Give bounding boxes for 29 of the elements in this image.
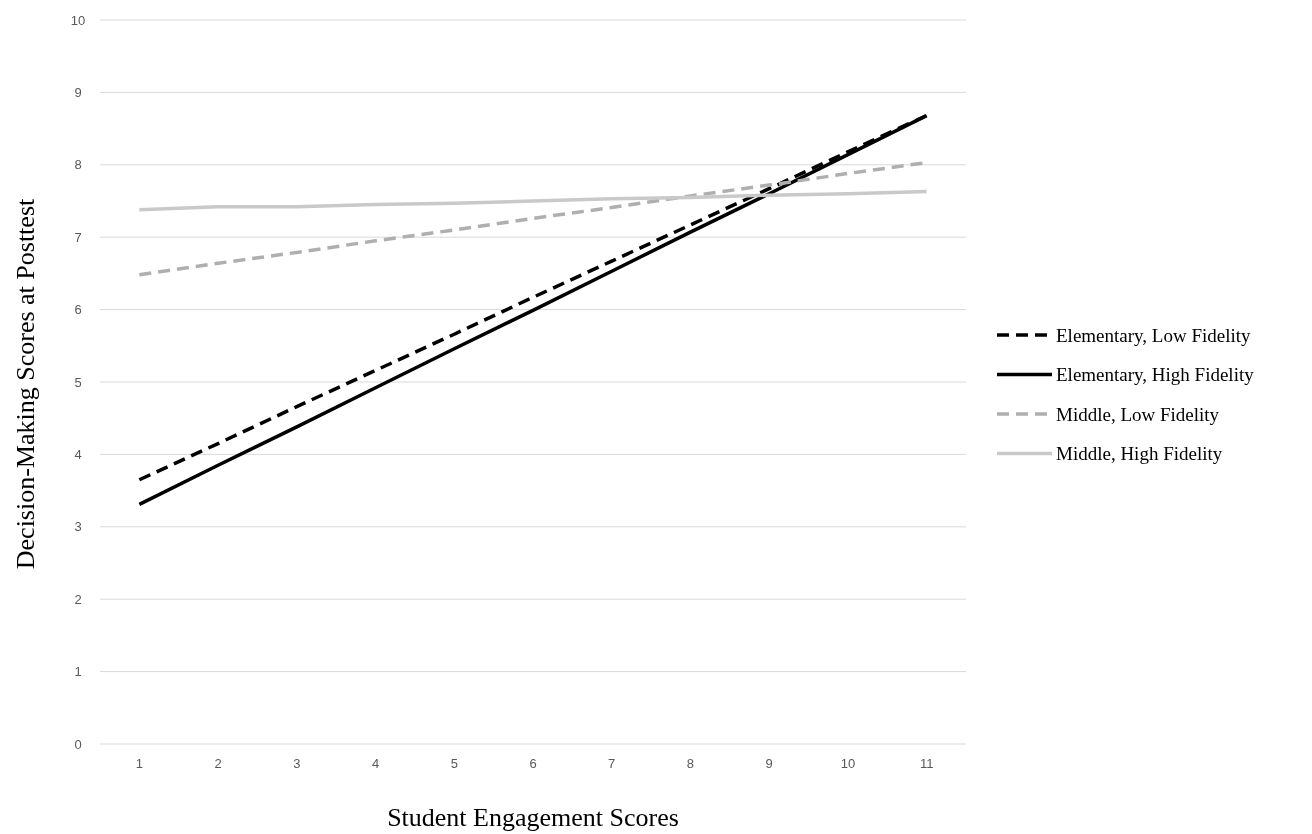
legend-label: Middle, High Fidelity xyxy=(1056,443,1223,465)
x-tick-label: 9 xyxy=(765,756,773,771)
y-tick-label: 6 xyxy=(74,302,82,318)
legend-label: Middle, Low Fidelity xyxy=(1056,403,1220,425)
x-tick-label: 11 xyxy=(919,756,934,771)
y-tick-label: 9 xyxy=(74,84,82,100)
x-tick-label: 8 xyxy=(686,756,695,771)
x-tick-label: 2 xyxy=(214,756,222,771)
y-tick-label: 7 xyxy=(74,229,82,245)
x-tick-label: 3 xyxy=(293,756,301,771)
x-tick-label: 5 xyxy=(450,756,458,771)
y-tick-label: 0 xyxy=(74,736,82,752)
y-tick-label: 10 xyxy=(70,12,86,28)
y-tick-label: 4 xyxy=(74,446,82,462)
legend-label: Elementary, High Fidelity xyxy=(1056,364,1255,386)
y-tick-label: 2 xyxy=(74,591,82,607)
y-tick-label: 5 xyxy=(74,374,82,390)
y-tick-label: 3 xyxy=(74,519,82,535)
x-tick-label: 4 xyxy=(371,756,380,771)
x-tick-label: 7 xyxy=(608,756,616,771)
y-tick-label: 1 xyxy=(74,664,82,680)
y-axis-title: Decision-Making Scores at Posttest xyxy=(11,198,40,570)
x-tick-label: 1 xyxy=(135,756,143,771)
x-tick-label: 6 xyxy=(529,756,537,771)
y-tick-label: 8 xyxy=(74,157,82,173)
x-tick-label: 10 xyxy=(840,756,856,771)
x-axis-title: Student Engagement Scores xyxy=(387,803,679,832)
line-series xyxy=(137,189,929,212)
legend-label: Elementary, Low Fidelity xyxy=(1056,324,1252,346)
